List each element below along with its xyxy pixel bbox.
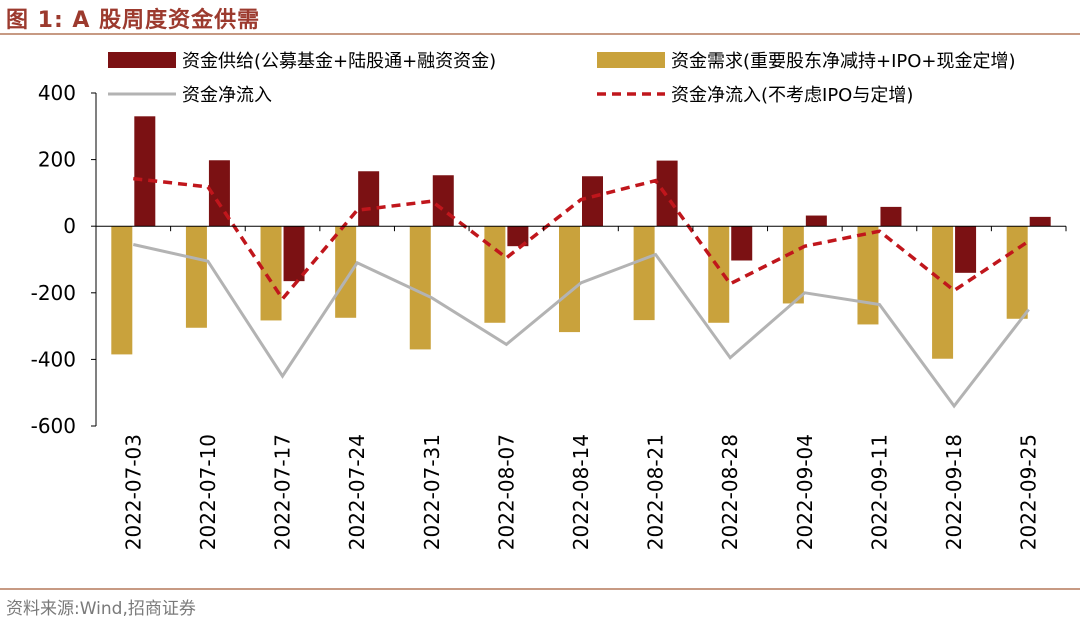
- x-tick-label: 2022-08-21: [644, 434, 668, 550]
- demand-bar: [335, 226, 357, 318]
- demand-bar: [484, 226, 506, 323]
- title-rule: [0, 33, 1080, 35]
- x-tick-label: 2022-08-07: [494, 434, 518, 550]
- source-note: 资料来源:Wind,招商证券: [6, 599, 196, 619]
- demand-bar: [633, 226, 655, 321]
- demand-bar: [111, 226, 133, 355]
- demand-bar: [185, 226, 207, 328]
- supply-bar: [134, 116, 156, 227]
- demand-bar: [260, 226, 282, 321]
- supply-bar: [432, 175, 454, 227]
- y-axis: 400 200 0 -200 -400 -600: [31, 81, 97, 438]
- legend-supply-label: 资金供给(公募基金+陆股通+融资资金): [182, 51, 496, 72]
- x-axis: 2022-07-03 2022-07-10 2022-07-17 2022-07-24…: [95, 225, 1067, 550]
- legend-supply-swatch: [108, 52, 176, 68]
- x-tick-label: 2022-08-14: [569, 434, 593, 550]
- footer-rule: [0, 588, 1080, 590]
- supply-bar: [955, 226, 977, 273]
- y-tick-label: 0: [63, 214, 76, 238]
- demand-bar: [857, 226, 879, 325]
- x-tick-label: 2022-09-04: [793, 434, 817, 550]
- bars: [111, 116, 1051, 359]
- supply-bar: [1029, 216, 1051, 227]
- supply-bar: [283, 226, 305, 282]
- x-tick-label: 2022-07-10: [196, 434, 220, 550]
- net-inflow-excl-line: [133, 176, 1030, 302]
- x-tick-label: 2022-08-28: [718, 434, 742, 550]
- y-tick-label: -600: [31, 414, 76, 438]
- x-tick-label: 2022-09-25: [1017, 434, 1041, 550]
- y-tick-label: -400: [31, 347, 76, 371]
- legend-net-inflow-excl-label: 资金净流入(不考虑IPO与定增): [671, 85, 913, 106]
- x-tick-label: 2022-07-03: [121, 434, 145, 550]
- figure-title: 图 1: A 股周度资金供需: [6, 8, 261, 33]
- legend: 资金供给(公募基金+陆股通+融资资金) 资金需求(重要股东净减持+IPO+现金定增…: [108, 51, 1016, 106]
- net-inflow-line: [132, 243, 1030, 409]
- supply-bar: [731, 226, 753, 261]
- supply-bar: [656, 160, 678, 227]
- supply-bar: [507, 226, 529, 247]
- x-tick-label: 2022-09-11: [867, 434, 891, 550]
- x-tick-label: 2022-07-31: [420, 434, 444, 550]
- demand-bar: [782, 226, 804, 304]
- supply-bar: [582, 176, 603, 227]
- demand-bar: [1006, 226, 1028, 319]
- y-tick-label: 400: [38, 81, 76, 105]
- legend-net-inflow-label: 资金净流入: [182, 85, 272, 106]
- supply-bar: [805, 215, 827, 227]
- supply-bar: [880, 206, 902, 227]
- x-tick-label: 2022-09-18: [942, 434, 966, 550]
- demand-bar: [559, 226, 580, 333]
- chart: 资金供给(公募基金+陆股通+融资资金) 资金需求(重要股东净减持+IPO+现金定增…: [31, 51, 1067, 550]
- demand-bar: [708, 226, 730, 323]
- x-tick-label: 2022-07-17: [271, 434, 295, 550]
- demand-bar: [932, 226, 954, 359]
- lines: [132, 176, 1030, 409]
- legend-demand-label: 资金需求(重要股东净减持+IPO+现金定增): [671, 51, 1016, 72]
- legend-demand-swatch: [597, 52, 665, 68]
- y-tick-label: -200: [31, 281, 76, 305]
- y-tick-label: 200: [38, 148, 76, 172]
- demand-bar: [409, 226, 431, 350]
- supply-bar: [358, 171, 380, 227]
- x-tick-label: 2022-07-24: [345, 434, 369, 550]
- supply-bar: [208, 160, 230, 227]
